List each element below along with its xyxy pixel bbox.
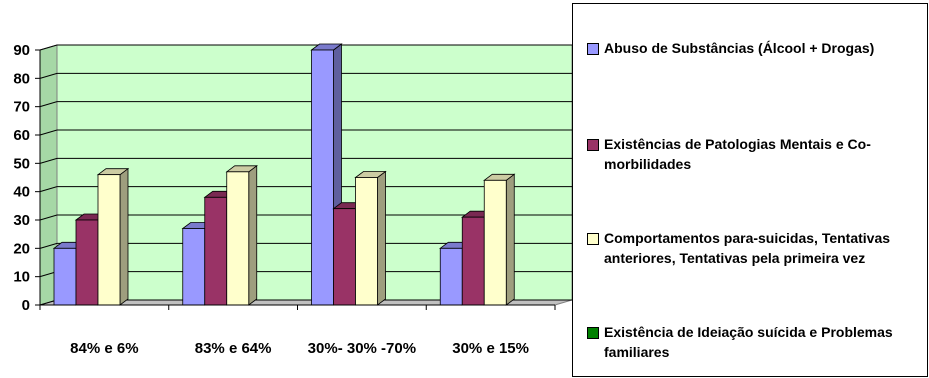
bar-front: [75, 219, 99, 306]
y-tick-label: 40: [13, 184, 30, 201]
bar: [96, 167, 130, 306]
bar-front: [53, 247, 77, 306]
gridline: [39, 44, 572, 51]
bar-front: [311, 49, 334, 306]
legend-swatch: [587, 233, 599, 245]
gridline: [39, 186, 572, 193]
y-tick-label: 0: [22, 297, 30, 314]
legend-item: Existências de Patologias Mentais e Co-m…: [587, 134, 927, 174]
legend-swatch: [587, 43, 599, 55]
x-category-labels: 84% e 6% 83% e 64% 30%- 30% -70% 30% e 15%: [70, 340, 529, 357]
y-tick-label: 30: [13, 212, 30, 229]
bar-side: [377, 170, 386, 306]
bar-side: [119, 167, 129, 306]
legend-label: Comportamentos para-suicidas, Tentativas…: [604, 228, 890, 268]
legend: Abuso de Substâncias (Álcool + Drogas) Ex…: [572, 3, 928, 377]
x-category-label: 30%- 30% -70%: [308, 340, 416, 357]
gridline: [39, 214, 572, 221]
gridline: [39, 157, 572, 164]
bar: [483, 173, 516, 306]
bar-front: [483, 179, 507, 306]
bar-side: [505, 173, 515, 306]
legend-label-line: morbilidades: [604, 156, 692, 172]
gridlines: [39, 44, 572, 306]
bars: [52, 43, 516, 306]
bar-front: [439, 247, 463, 306]
legend-swatch: [587, 139, 599, 151]
legend-item: Existência de Ideiação suícida e Problem…: [587, 322, 927, 362]
legend-label: Abuso de Substâncias (Álcool + Drogas): [604, 38, 874, 58]
bar: [354, 170, 387, 306]
y-tick-label: 20: [13, 240, 30, 257]
x-category-label: 83% e 64%: [195, 340, 272, 357]
y-tick-label: 10: [13, 269, 30, 286]
bar-front: [226, 171, 250, 306]
legend-label-line: Existência de Ideiação suícida e Problem…: [604, 324, 893, 340]
legend-label-line: anteriores, Tentativas pela primeira vez: [604, 250, 866, 266]
bar-front: [461, 216, 485, 306]
x-category-label: 30% e 15%: [452, 340, 529, 357]
gridline: [39, 72, 572, 79]
legend-label: Existência de Ideiação suícida e Problem…: [604, 322, 893, 362]
bar-front: [333, 208, 356, 306]
y-tick-label: 60: [13, 127, 30, 144]
y-tick-label: 90: [13, 42, 30, 59]
y-tick-label: 70: [13, 99, 30, 116]
legend-item: Abuso de Substâncias (Álcool + Drogas): [587, 38, 927, 58]
gridline: [39, 101, 572, 108]
legend-label-line: familiares: [604, 344, 670, 360]
legend-label-line: Existências de Patologias Mentais e Co-: [604, 136, 871, 152]
legend-swatch: [587, 327, 599, 339]
legend-label-line: Comportamentos para-suicidas, Tentativas: [604, 230, 891, 246]
bar: [225, 165, 258, 306]
bar-front: [97, 174, 121, 306]
gridline: [39, 242, 572, 249]
y-tick-label: 50: [13, 155, 30, 172]
legend-label: Existências de Patologias Mentais e Co-m…: [604, 134, 871, 174]
bar-front: [355, 177, 378, 306]
bar-front: [182, 228, 206, 306]
bar-chart: 0 10 20 30 40 50 60 70 80 90 84% e 6% 83% e 64% 30%…: [13, 42, 572, 357]
x-category-label: 84% e 6%: [70, 340, 138, 357]
bar-side: [248, 165, 258, 306]
gridline: [39, 129, 572, 136]
axes: [35, 49, 556, 310]
legend-item: Comportamentos para-suicidas, Tentativas…: [587, 228, 927, 268]
y-tick-labels: 0 10 20 30 40 50 60 70 80 90: [13, 42, 30, 314]
y-tick-label: 80: [13, 70, 30, 87]
bar-front: [204, 196, 228, 306]
legend-label-line: Abuso de Substâncias (Álcool + Drogas): [604, 40, 875, 56]
